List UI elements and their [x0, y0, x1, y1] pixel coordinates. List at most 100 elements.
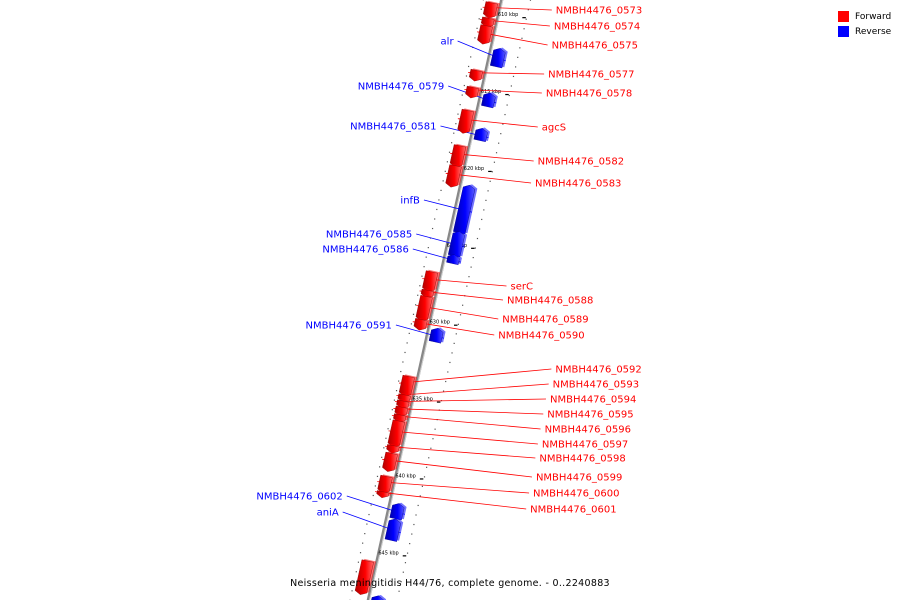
minor-tick-dot [381, 456, 383, 458]
gene-arrow[interactable] [354, 559, 374, 595]
gene-label: NMBH4476_0592 [555, 365, 641, 376]
gene-arrow[interactable] [413, 318, 428, 331]
minor-tick-dot [444, 170, 446, 172]
label-leader [396, 383, 549, 396]
minor-tick-dot [404, 351, 406, 354]
minor-tick-dot [408, 332, 410, 335]
gene-arrow[interactable] [384, 518, 402, 542]
minor-tick-dot [489, 180, 491, 182]
gene-arrow[interactable] [481, 92, 496, 109]
minor-tick-dot [412, 313, 415, 315]
gene-label: NMBH4476_0600 [533, 489, 619, 500]
gene-label: NMBH4476_0578 [546, 89, 632, 100]
minor-tick-dot [515, 66, 517, 68]
minor-tick-dot [370, 504, 372, 506]
minor-tick-dot [459, 314, 462, 316]
gene-arrow[interactable] [445, 164, 462, 188]
minor-tick-dot [434, 428, 436, 430]
gene-arrow[interactable] [457, 108, 474, 134]
minor-tick-dot [419, 285, 421, 287]
minor-tick-dot [383, 447, 385, 449]
minor-tick-dot [400, 370, 402, 373]
gene-arrow[interactable] [386, 444, 400, 454]
minor-tick-dot [419, 495, 421, 497]
gene-label: NMBH4476_0599 [536, 473, 622, 484]
gene-label: NMBH4476_0586 [322, 245, 408, 256]
gene-arrow[interactable] [389, 503, 405, 521]
minor-tick-dot [425, 256, 427, 258]
scale-tick-label: 610 kbp [498, 12, 518, 18]
gene-arrow[interactable] [428, 328, 444, 344]
gene-label: aniA [317, 508, 339, 519]
minor-tick-dot [417, 504, 419, 507]
minor-tick-dot [506, 104, 508, 106]
minor-tick-dot [476, 27, 478, 29]
gene-labels: NMBH4476_0573NMBH4476_0574NMBH4476_0575a… [256, 6, 642, 519]
gene-arrow[interactable] [370, 595, 384, 600]
gene-label: NMBH4476_0593 [553, 380, 639, 391]
gene-label: NMBH4476_0597 [542, 440, 628, 451]
minor-tick-dot [466, 285, 468, 287]
minor-tick-dot [457, 323, 460, 325]
gene-label: NMBH4476_0583 [535, 179, 621, 190]
minor-tick-dot [478, 228, 481, 230]
minor-tick-dot [398, 380, 400, 382]
minor-tick-dot [362, 542, 364, 544]
minor-tick-dot [355, 571, 357, 573]
legend: Forward Reverse [838, 9, 891, 39]
minor-tick-dot [423, 266, 425, 268]
minor-tick-dot [478, 18, 480, 20]
minor-tick-dot [529, 0, 532, 1]
minor-tick-dot [472, 256, 474, 259]
minor-tick-dot [470, 56, 472, 58]
gene-label: NMBH4476_0596 [545, 425, 631, 436]
minor-tick-dot [404, 562, 407, 564]
minor-tick-dot [495, 152, 498, 154]
gene-label: NMBH4476_0590 [498, 331, 584, 342]
gene-label: NMBH4476_0595 [547, 410, 633, 421]
minor-tick-dot [409, 542, 411, 545]
gene-arrow[interactable] [468, 68, 483, 82]
scale-tick-label: 640 kbp [395, 473, 415, 479]
gene-arrow[interactable] [382, 451, 398, 472]
label-leader [377, 481, 530, 494]
minor-tick-dot [445, 380, 447, 383]
gene-label: NMBH4476_0594 [550, 395, 636, 406]
minor-tick-dot [442, 390, 445, 392]
minor-tick-dot [510, 85, 512, 87]
minor-tick-dot [372, 494, 374, 497]
gene-arrow[interactable] [376, 490, 390, 499]
backbone-line [366, 0, 504, 600]
gene-arrow[interactable] [473, 128, 488, 143]
legend-forward: Forward [838, 9, 891, 24]
minor-tick-dot [357, 561, 360, 563]
minor-tick-dot [387, 428, 389, 430]
gene-arrow[interactable] [477, 24, 493, 45]
minor-tick-dot [467, 65, 470, 68]
minor-tick-dot [427, 247, 429, 249]
gene-label: NMBH4476_0575 [552, 41, 638, 52]
minor-tick-dot [470, 266, 472, 268]
label-leader [391, 415, 541, 430]
minor-tick-dot [474, 247, 476, 249]
minor-tick-dot [417, 294, 419, 296]
gene-arrow[interactable] [489, 48, 506, 69]
minor-tick-dot [415, 514, 417, 516]
label-leader [374, 491, 527, 510]
minor-tick-dot [402, 571, 404, 573]
minor-tick-dot [359, 552, 362, 554]
scale-tick-label: 645 kbp [378, 550, 398, 556]
minor-tick-dot [504, 113, 506, 116]
gene-arrow[interactable] [465, 85, 480, 99]
gene-arrow[interactable] [483, 1, 498, 19]
minor-tick-dot [353, 580, 355, 582]
gene-arrow[interactable] [446, 254, 460, 266]
scale-tick-label: 615 kbp [481, 89, 501, 95]
minor-tick-dot [400, 581, 402, 583]
gene-label: NMBH4476_0574 [554, 22, 640, 33]
minor-tick-dot [512, 75, 515, 78]
gene-label: NMBH4476_0585 [326, 230, 412, 241]
minor-tick-dot [391, 409, 393, 411]
